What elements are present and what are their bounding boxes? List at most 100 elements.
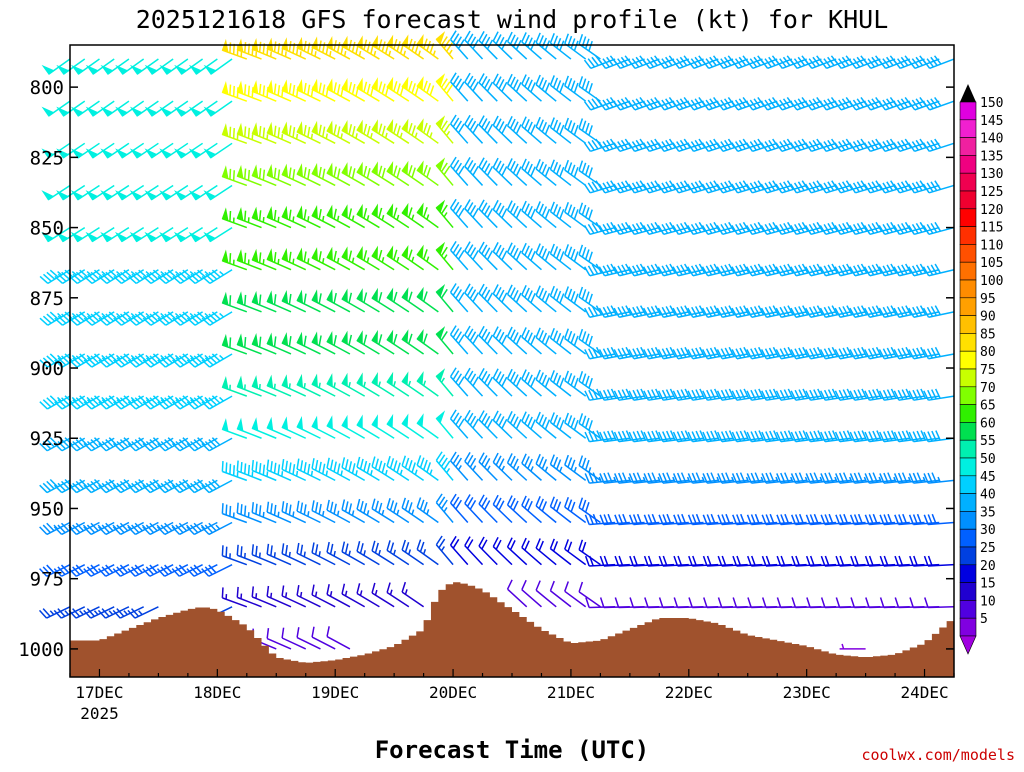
wind-barb bbox=[451, 241, 468, 269]
x-tick-label: 19DEC bbox=[311, 683, 359, 702]
wind-barb bbox=[493, 411, 512, 438]
wind-barb bbox=[327, 500, 350, 523]
wind-barb bbox=[579, 76, 600, 101]
wind-barb bbox=[222, 378, 246, 396]
wind-barb bbox=[222, 125, 246, 143]
wind-barb bbox=[436, 285, 453, 311]
colorbar-swatch bbox=[960, 333, 976, 351]
wind-barb bbox=[923, 264, 954, 276]
colorbar-swatch bbox=[960, 511, 976, 529]
wind-barb bbox=[222, 251, 246, 269]
colorbar-swatch bbox=[960, 298, 976, 316]
wind-barb bbox=[222, 587, 246, 606]
wind-barb bbox=[222, 503, 246, 522]
wind-barb bbox=[493, 495, 512, 522]
colorbar: 1501451401351301251201151101051009590858… bbox=[960, 84, 1003, 654]
wind-barb bbox=[465, 537, 483, 565]
wind-barb bbox=[436, 536, 453, 565]
credit-link[interactable]: coolwx.com/models bbox=[861, 746, 1015, 764]
colorbar-swatch bbox=[960, 494, 976, 512]
wind-barb bbox=[493, 453, 512, 480]
wind-barb bbox=[465, 452, 483, 480]
wind-barb bbox=[479, 116, 497, 144]
colorbar-swatch bbox=[960, 120, 976, 138]
x-tick-label: 22DEC bbox=[665, 683, 713, 702]
wind-barb bbox=[417, 455, 438, 480]
wind-barb bbox=[493, 369, 512, 396]
colorbar-swatch bbox=[960, 244, 976, 262]
colorbar-label: 140 bbox=[980, 132, 1003, 147]
colorbar-swatch bbox=[960, 155, 976, 173]
y-tick-label: 975 bbox=[30, 569, 64, 591]
wind-barb bbox=[205, 143, 232, 158]
colorbar-label: 50 bbox=[980, 452, 996, 467]
wind-barb bbox=[417, 246, 438, 269]
x-tick-label: 21DEC bbox=[547, 683, 595, 702]
wind-barb bbox=[465, 157, 483, 185]
wind-barb bbox=[925, 598, 954, 608]
wind-barb bbox=[451, 494, 468, 522]
wind-barb bbox=[493, 200, 512, 227]
colorbar-swatch bbox=[960, 280, 976, 298]
wind-barbs bbox=[40, 31, 954, 649]
colorbar-swatch bbox=[960, 209, 976, 227]
colorbar-swatch bbox=[960, 351, 976, 369]
wind-barb bbox=[436, 75, 453, 101]
colorbar-label: 150 bbox=[980, 96, 1003, 111]
wind-barb bbox=[451, 73, 468, 101]
colorbar-bottom-arrow bbox=[960, 636, 976, 654]
colorbar-label: 60 bbox=[980, 416, 996, 431]
y-tick-label: 900 bbox=[30, 358, 64, 380]
colorbar-label: 135 bbox=[980, 149, 1003, 164]
wind-barb bbox=[579, 456, 600, 481]
wind-barb bbox=[417, 36, 438, 59]
wind-barb bbox=[417, 289, 438, 312]
wind-barb bbox=[417, 497, 438, 522]
colorbar-label: 15 bbox=[980, 577, 996, 592]
colorbar-swatch bbox=[960, 600, 976, 618]
colorbar-swatch bbox=[960, 316, 976, 334]
wind-barb bbox=[252, 460, 276, 480]
wind-barb bbox=[417, 162, 438, 185]
terrain bbox=[70, 582, 954, 677]
wind-barb bbox=[417, 120, 438, 143]
wind-barb bbox=[451, 536, 468, 564]
wind-barb bbox=[267, 586, 291, 607]
wind-barb bbox=[222, 336, 246, 354]
chart-title: 2025121618 GFS forecast wind profile (kt… bbox=[136, 5, 889, 34]
wind-barb bbox=[436, 117, 453, 143]
wind-barb bbox=[222, 41, 246, 59]
wind-barb bbox=[436, 159, 453, 185]
colorbar-label: 110 bbox=[980, 238, 1003, 253]
wind-barb bbox=[923, 97, 954, 109]
y-tick-label: 800 bbox=[30, 77, 64, 99]
wind-barb bbox=[479, 158, 497, 186]
wind-barb bbox=[493, 285, 512, 312]
wind-barb bbox=[479, 411, 497, 439]
wind-barb bbox=[222, 294, 246, 312]
wind-barb bbox=[237, 587, 261, 607]
wind-barb bbox=[327, 542, 350, 565]
wind-barb bbox=[297, 585, 320, 607]
wind-barb bbox=[436, 328, 453, 354]
wind-barb bbox=[579, 582, 600, 607]
x-axis-label: Forecast Time (UTC) bbox=[375, 736, 650, 764]
wind-barb bbox=[451, 326, 468, 354]
wind-barb bbox=[465, 115, 483, 143]
wind-barb bbox=[579, 118, 600, 143]
y-tick-label: 825 bbox=[30, 147, 64, 169]
colorbar-label: 55 bbox=[980, 434, 996, 449]
colorbar-label: 20 bbox=[980, 559, 996, 574]
colorbar-swatch bbox=[960, 405, 976, 423]
colorbar-label: 5 bbox=[980, 612, 988, 627]
wind-barb bbox=[222, 83, 246, 101]
wind-barb bbox=[436, 452, 453, 481]
y-tick-label: 850 bbox=[30, 218, 64, 240]
wind-barb bbox=[222, 167, 246, 185]
colorbar-swatch bbox=[960, 138, 976, 156]
wind-barb bbox=[493, 242, 512, 269]
wind-barb bbox=[479, 242, 497, 270]
colorbar-label: 30 bbox=[980, 523, 996, 538]
colorbar-swatch bbox=[960, 262, 976, 280]
